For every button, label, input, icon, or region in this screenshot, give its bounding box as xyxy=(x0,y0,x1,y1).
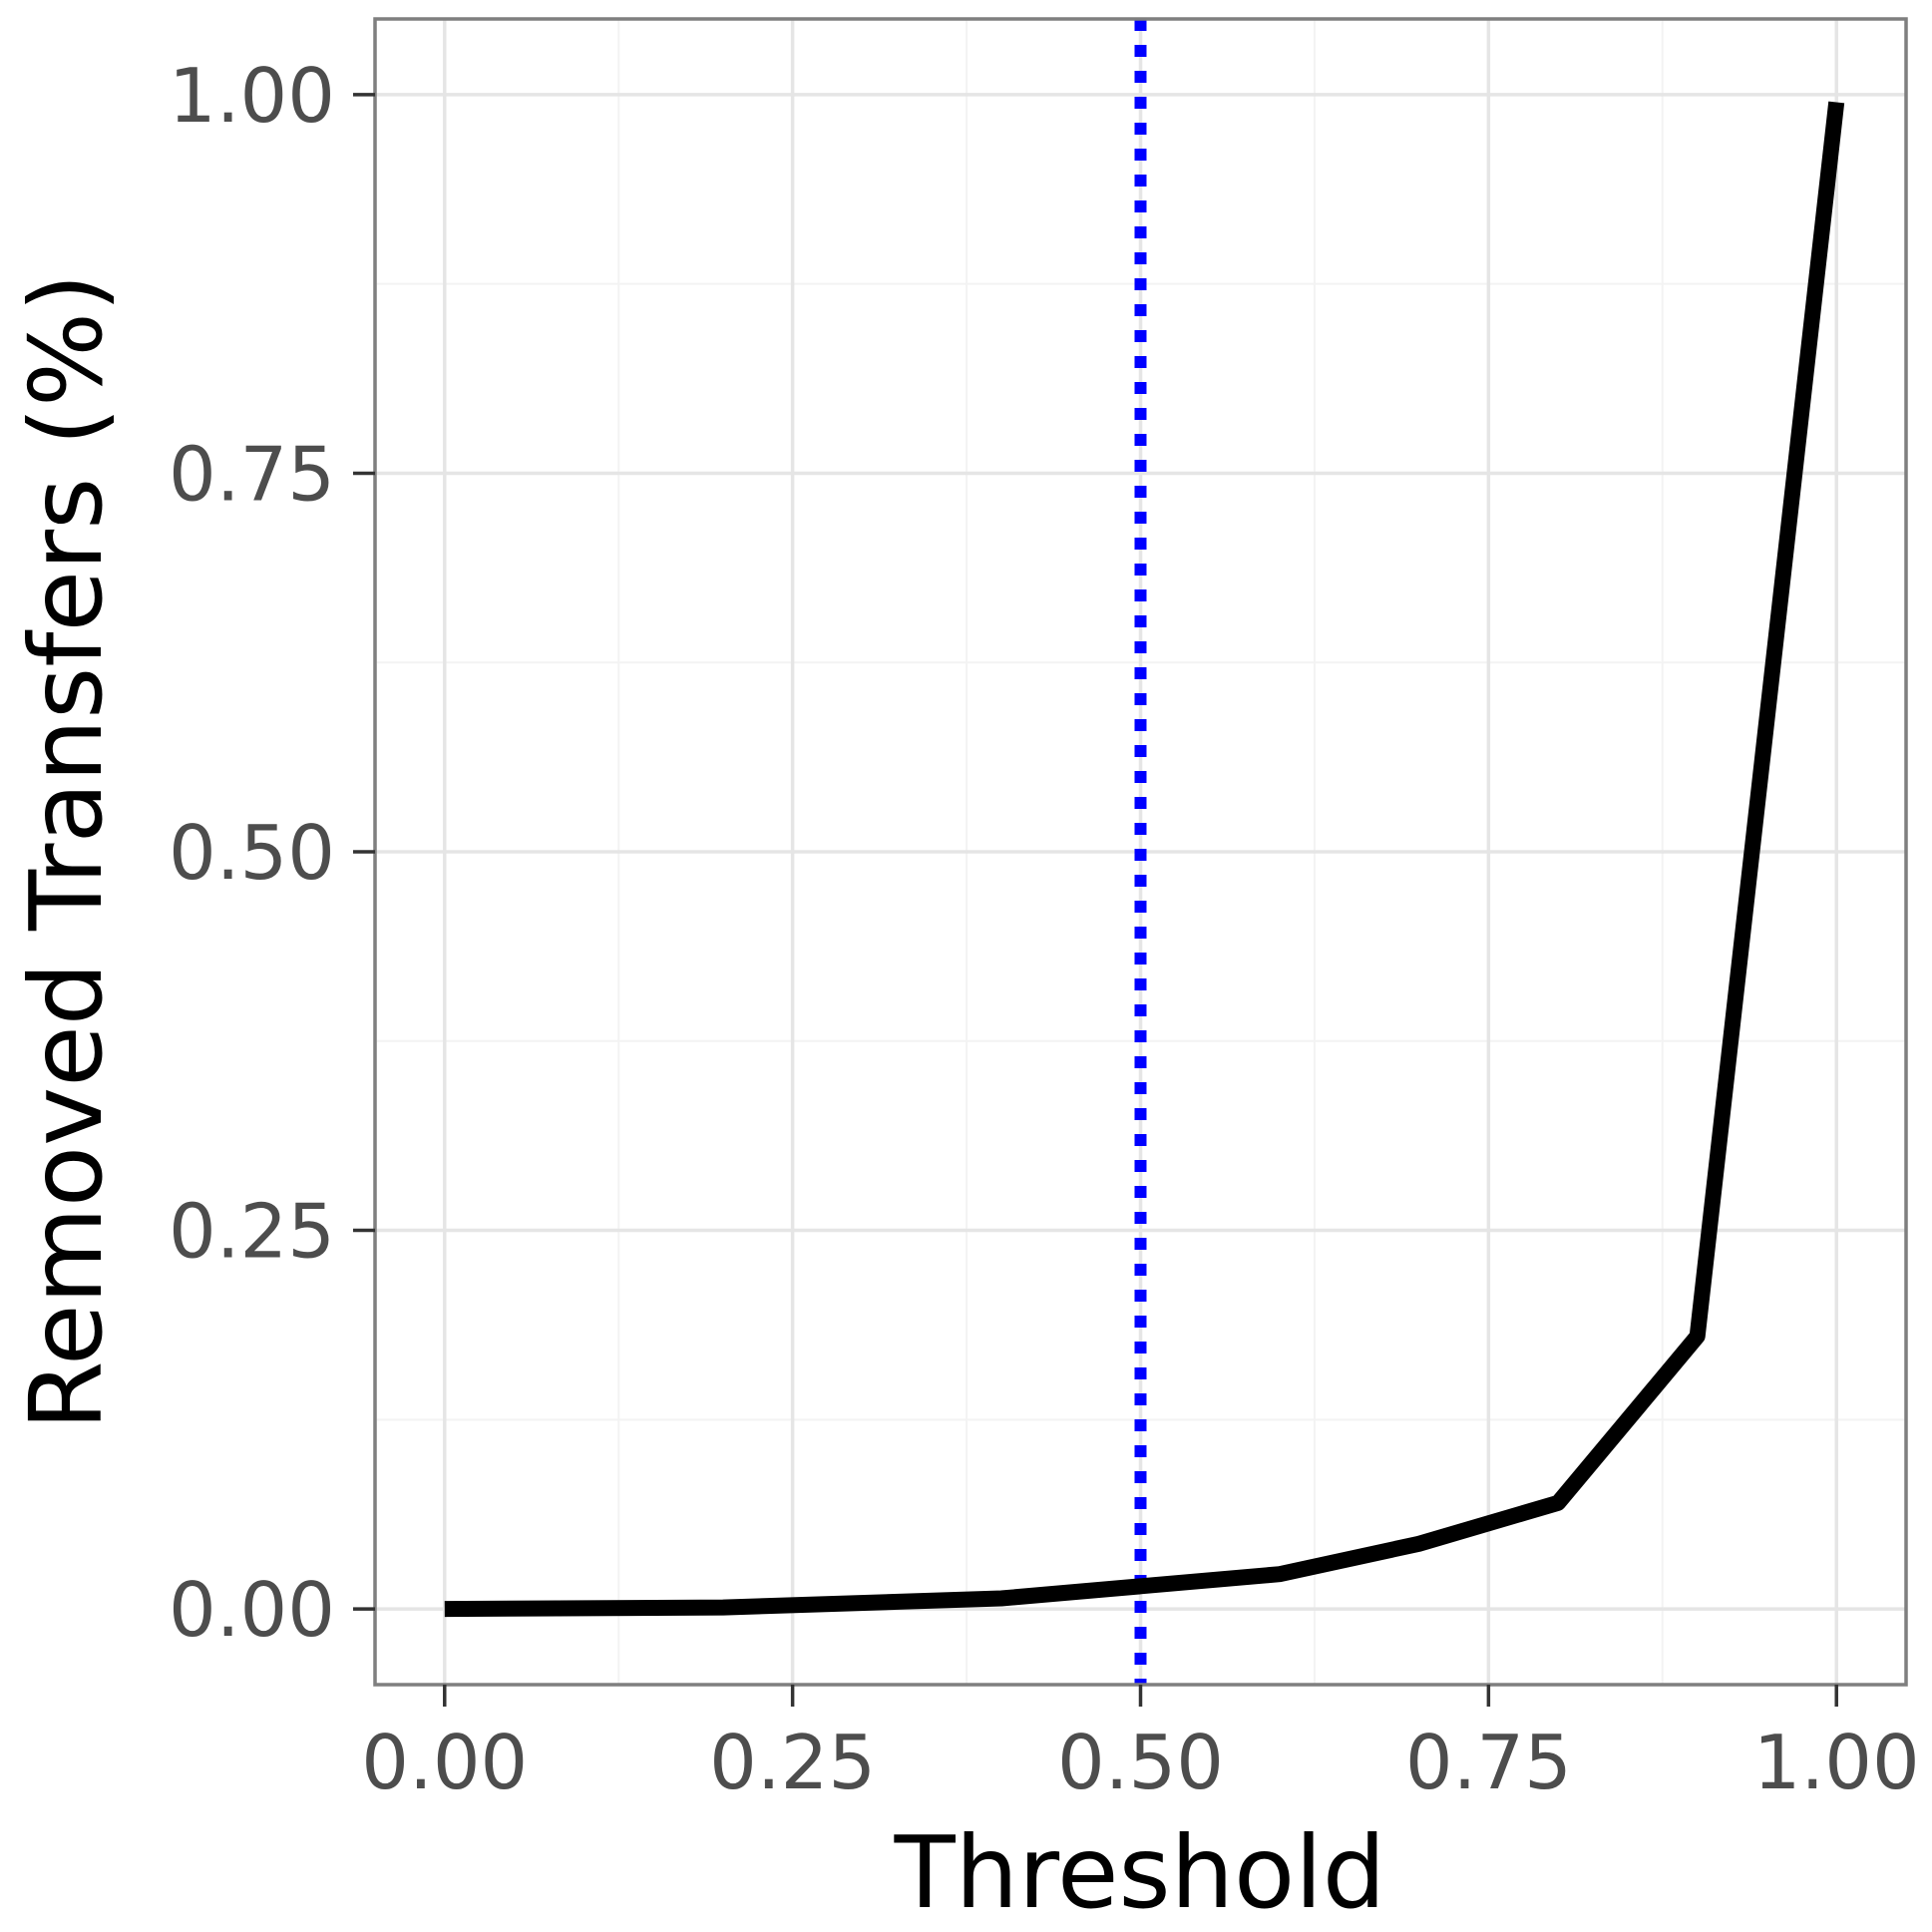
x-axis-title: Threshold xyxy=(894,1814,1386,1931)
y-axis: 0.00 0.25 0.50 0.75 1.00 xyxy=(169,52,375,1654)
x-tick-label: 0.75 xyxy=(1405,1719,1572,1806)
series-layer xyxy=(444,101,1845,1618)
y-tick-label: 0.00 xyxy=(169,1566,335,1654)
x-tick-label: 1.00 xyxy=(1753,1719,1920,1806)
y-tick-label: 0.75 xyxy=(169,430,335,518)
y-tick-label: 1.00 xyxy=(169,52,335,140)
x-axis: 0.00 0.25 0.50 0.75 1.00 xyxy=(361,1685,1920,1806)
y-tick-label: 0.25 xyxy=(169,1188,335,1276)
y-tick-label: 0.50 xyxy=(169,809,335,897)
x-tick-label: 0.50 xyxy=(1057,1719,1224,1806)
series-line-0 xyxy=(444,101,1845,1618)
y-axis-title: Removed Transfers (%) xyxy=(8,273,125,1430)
x-tick-label: 0.25 xyxy=(709,1719,876,1806)
x-tick-label: 0.00 xyxy=(361,1719,528,1806)
